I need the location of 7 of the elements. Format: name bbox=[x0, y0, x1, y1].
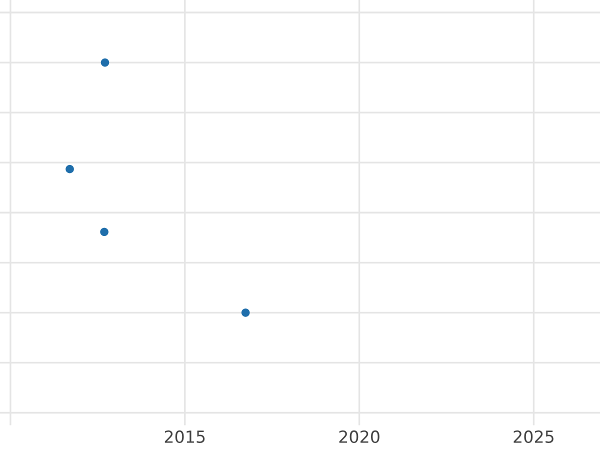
point bbox=[241, 308, 250, 317]
x-tick-label: 2020 bbox=[339, 430, 380, 444]
x-tick-label: 2015 bbox=[164, 430, 205, 444]
point bbox=[100, 58, 110, 67]
point bbox=[66, 164, 74, 174]
x-tick-label: 2025 bbox=[514, 430, 554, 444]
point bbox=[100, 228, 108, 236]
